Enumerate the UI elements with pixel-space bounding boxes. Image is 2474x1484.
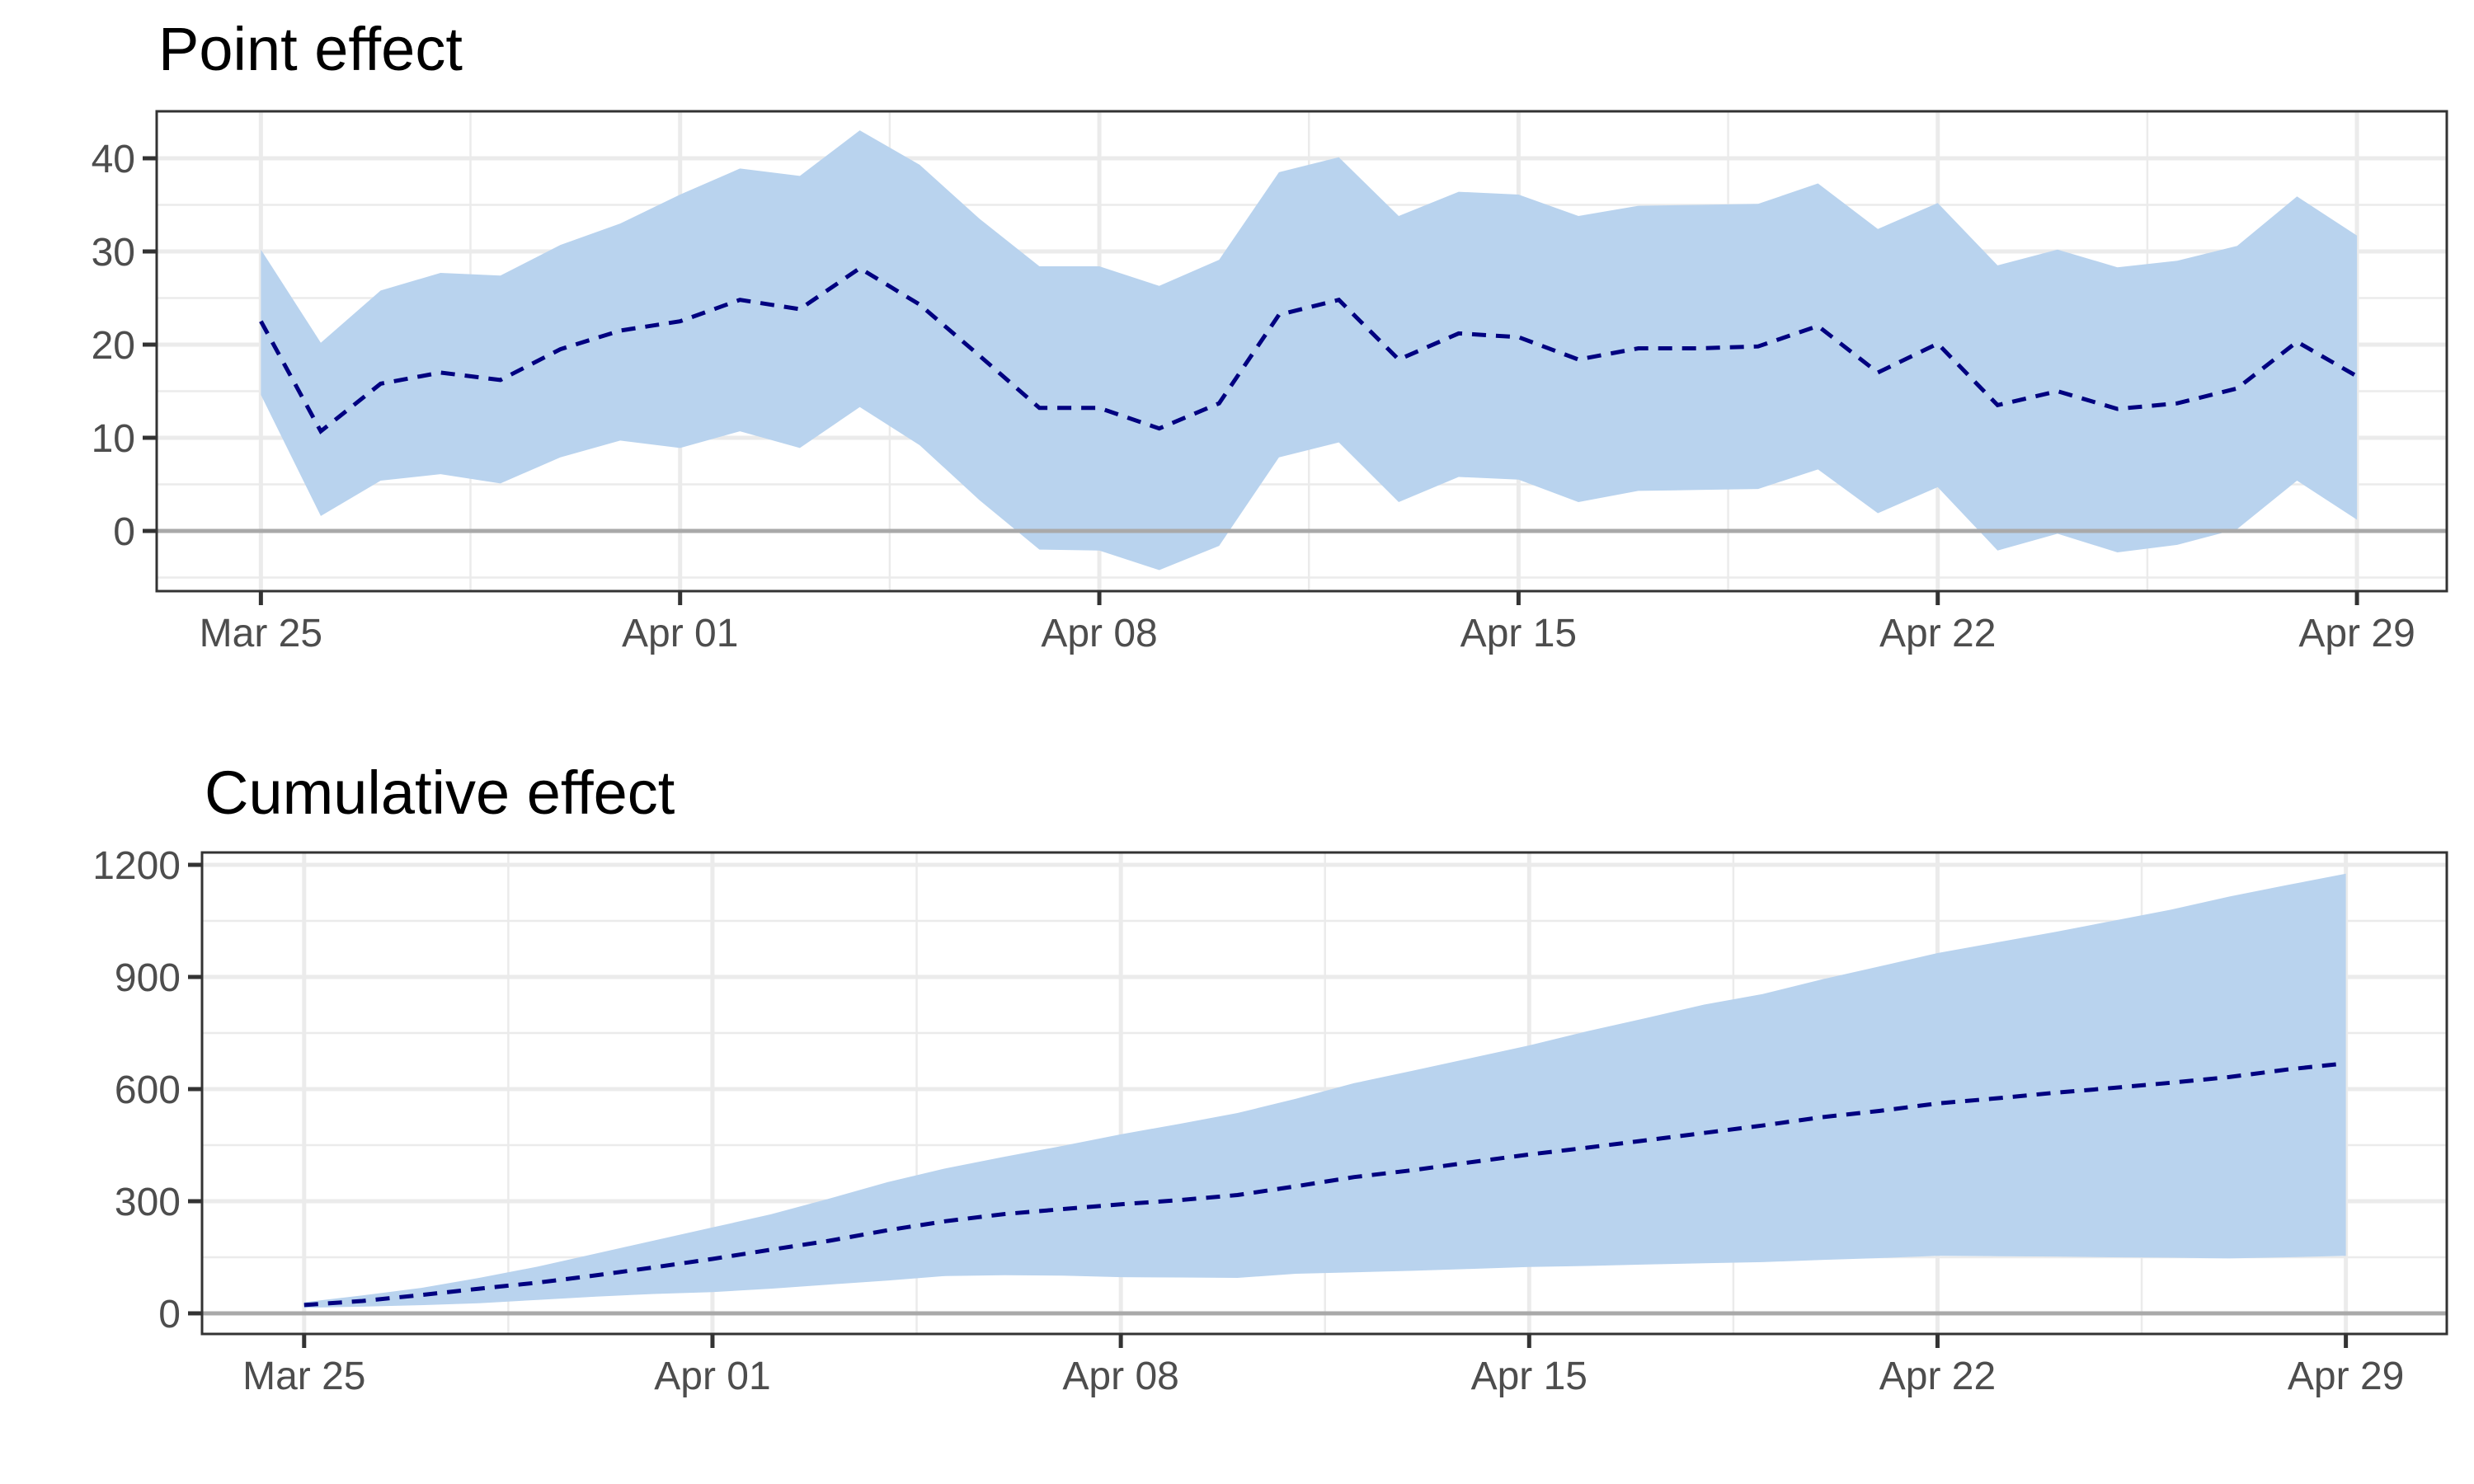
- x-tick-label: Mar 25: [242, 1355, 365, 1398]
- axes: 0 300 600 900 1200 Mar 25 Apr 01 Apr 08 Apr 15 Ap…: [92, 844, 2404, 1398]
- axes: 0 10 20 30 40 Mar 25 Apr 01 Apr 08 Apr 15 Apr 22 A…: [92, 138, 2415, 655]
- x-tick-label: Apr 01: [654, 1355, 770, 1398]
- cumulative-effect-panel: Cumulative effect 0 300 600 900 1200 Mar 25 Ap…: [92, 758, 2448, 1398]
- x-tick-label: Apr 08: [1041, 612, 1157, 655]
- cumulative-effect-title: Cumulative effect: [205, 758, 675, 827]
- interval-ribbon: [303, 873, 2346, 1308]
- interval-ribbon: [261, 130, 2358, 571]
- x-tick-label: Apr 29: [2298, 612, 2415, 655]
- y-tick-label: 30: [92, 231, 135, 275]
- y-tick-label: 40: [92, 138, 135, 181]
- y-tick-label: 1200: [92, 844, 181, 888]
- x-tick-label: Apr 22: [1879, 612, 1996, 655]
- series-layer: [157, 130, 2447, 571]
- point-effect-title: Point effect: [158, 15, 463, 83]
- y-tick-label: 900: [115, 956, 181, 1000]
- panel-border: [200, 851, 2448, 1336]
- x-tick-label: Apr 15: [1460, 612, 1577, 655]
- point-effect-panel: Point effect 0 10 20 30 40 Mar 25 Apr 01 Apr 08…: [92, 15, 2448, 655]
- x-tick-label: Mar 25: [200, 612, 322, 655]
- x-tick-label: Apr 29: [2288, 1355, 2404, 1398]
- x-tick-label: Apr 08: [1062, 1355, 1178, 1398]
- y-tick-label: 300: [115, 1181, 181, 1224]
- y-tick-label: 600: [115, 1068, 181, 1112]
- x-tick-label: Apr 22: [1879, 1355, 1996, 1398]
- x-tick-label: Apr 15: [1471, 1355, 1587, 1398]
- series-layer: [202, 873, 2447, 1316]
- y-tick-label: 0: [113, 510, 135, 554]
- y-tick-label: 10: [92, 417, 135, 461]
- y-tick-label: 20: [92, 324, 135, 368]
- mean-effect-line: [259, 265, 2359, 434]
- y-tick-label: 0: [158, 1293, 181, 1336]
- panel-border: [155, 110, 2448, 593]
- x-tick-label: Apr 01: [622, 612, 738, 655]
- mean-effect-line: [303, 1061, 2346, 1308]
